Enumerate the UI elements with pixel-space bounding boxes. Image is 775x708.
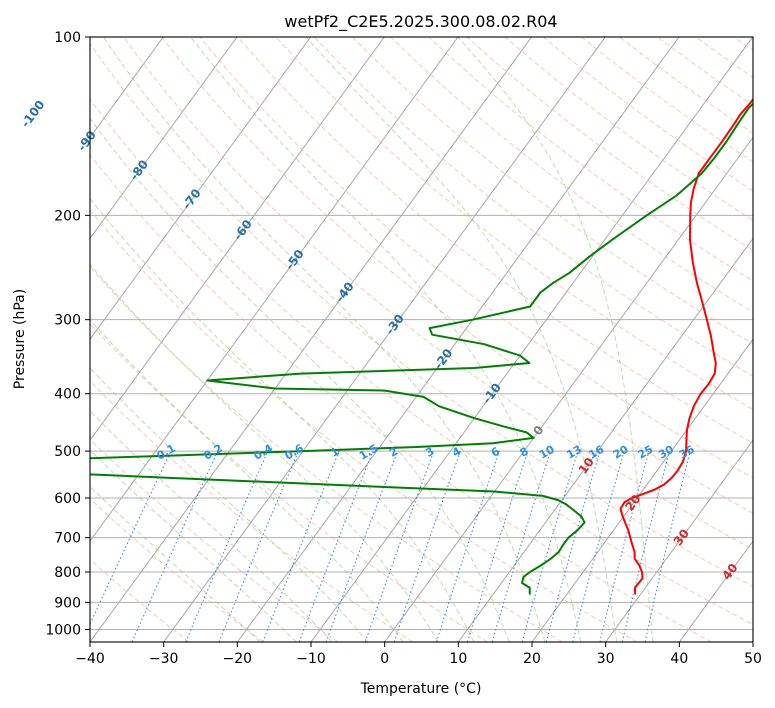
x-tick-label: 20	[523, 651, 541, 667]
isotherm-line	[605, 439, 753, 642]
y-tick-label: 700	[54, 531, 81, 547]
y-tick-label: 600	[54, 491, 81, 507]
y-tick-label: 300	[54, 313, 81, 329]
dry-adiabat	[352, 37, 753, 345]
chart-title: wetPf2_C2E5.2025.300.08.02.R04	[284, 12, 557, 32]
mixing-ratio-line	[599, 450, 650, 642]
dry-adiabat	[90, 558, 190, 642]
isotherm-line	[90, 37, 533, 642]
isotherm-line	[90, 37, 385, 442]
dry-adiabat	[199, 37, 753, 479]
mixing-ratio-line	[644, 450, 691, 642]
y-axis-label: Pressure (hPa)	[12, 289, 28, 389]
dry-adiabat	[161, 37, 753, 514]
moist-adiabat	[90, 367, 369, 642]
moist-adiabat	[90, 117, 510, 642]
isotherm-line	[310, 37, 753, 642]
moist-adiabat	[90, 319, 404, 642]
mixing-ratio-line	[325, 450, 399, 642]
profile-lines	[90, 97, 753, 595]
moist-adiabat	[305, 37, 618, 642]
dry-adiabat	[90, 153, 712, 642]
moist-adiabat	[90, 263, 439, 642]
y-tick-label: 900	[54, 595, 81, 611]
mixing-ratio-line	[131, 450, 219, 642]
x-tick-label: 40	[670, 651, 688, 667]
dry-adiabat	[90, 380, 414, 642]
mixing-ratio-line	[572, 450, 625, 642]
plot-background-lines	[90, 37, 753, 642]
y-tick-label: 100	[54, 30, 81, 46]
y-tick-label: 800	[54, 565, 81, 581]
x-tick-label: −20	[223, 651, 253, 667]
mixing-ratio-line	[621, 450, 670, 642]
dry-adiabat	[313, 37, 753, 377]
y-tick-label: 400	[54, 387, 81, 403]
temperature-line	[619, 97, 753, 595]
dewpoint-line	[90, 102, 753, 595]
x-tick-label: −30	[149, 651, 179, 667]
x-tick-label: −40	[75, 651, 105, 667]
x-tick-label: −10	[296, 651, 326, 667]
axes: −40 −30 −20 −10 0 10 20 30 40 50 100 200 300 400 500 60…	[45, 30, 762, 667]
mixing-ratio-line	[262, 450, 340, 642]
x-tick-label: 30	[597, 651, 615, 667]
dry-adiabat	[275, 37, 753, 411]
mixing-ratio-line	[218, 450, 299, 642]
mixing-ratio-line	[364, 450, 435, 642]
x-tick-label: 50	[744, 651, 762, 667]
moist-adiabat	[190, 37, 582, 642]
dry-adiabat	[90, 265, 563, 642]
mixing-ratio-line	[435, 450, 500, 642]
isotherm-line	[163, 37, 606, 642]
mixing-ratio-line	[393, 450, 461, 642]
x-tick-label: 10	[449, 651, 467, 667]
mixing-ratio-line	[545, 450, 601, 642]
isotherm-line	[90, 37, 238, 240]
mixing-ratio-line	[491, 450, 552, 642]
isotherm-line	[457, 237, 753, 642]
y-tick-label: 500	[54, 444, 81, 460]
y-tick-label: 1000	[45, 622, 81, 638]
moist-adiabat	[102, 37, 546, 642]
mixing-ratio-line	[467, 450, 529, 642]
moist-adiabat	[90, 449, 297, 642]
isotherm-line	[90, 37, 459, 542]
dry-adiabat	[123, 37, 753, 551]
moist-adiabat	[90, 410, 333, 642]
moist-adiabat	[457, 37, 654, 642]
isotherm-line	[90, 37, 312, 341]
dry-adiabat	[90, 98, 753, 626]
x-axis-label: Temperature (°C)	[360, 681, 482, 697]
plot-frame	[89, 36, 754, 643]
y-tick-label: 200	[54, 208, 81, 224]
mixing-ratio-line	[185, 450, 269, 642]
x-tick-label: 0	[380, 651, 389, 667]
mixing-ratio-line	[298, 450, 374, 642]
dry-adiabat	[90, 42, 753, 588]
